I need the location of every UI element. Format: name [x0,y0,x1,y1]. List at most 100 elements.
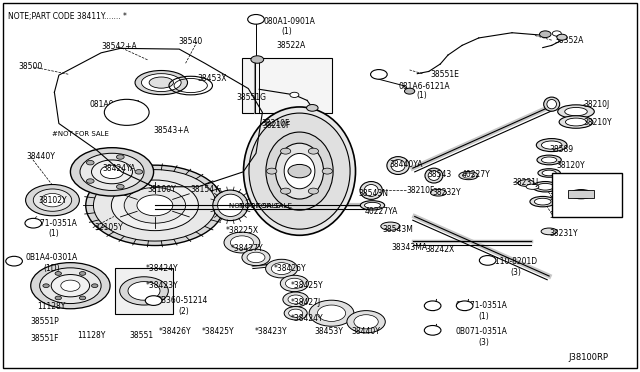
Ellipse shape [428,171,440,180]
Ellipse shape [543,97,559,111]
Circle shape [540,31,551,38]
Circle shape [283,292,308,307]
Ellipse shape [570,189,593,199]
Text: 38151Z: 38151Z [549,193,579,202]
Ellipse shape [538,169,561,177]
Text: B: B [12,259,16,264]
Circle shape [424,301,441,311]
Circle shape [116,185,124,189]
Text: 38551P: 38551P [31,317,60,326]
Ellipse shape [534,198,551,205]
Bar [552,173,622,217]
Text: 38424YA: 38424YA [102,164,136,173]
Text: *38225X: *38225X [225,226,259,235]
Text: *38423Y: *38423Y [146,281,179,290]
Text: B: B [431,328,435,333]
Ellipse shape [431,189,447,196]
Circle shape [479,256,496,265]
Text: *38425Y: *38425Y [202,327,234,336]
Circle shape [100,165,124,179]
Ellipse shape [284,153,315,189]
Circle shape [456,301,473,311]
Ellipse shape [360,201,385,210]
Circle shape [266,259,298,278]
Circle shape [93,170,216,241]
Circle shape [40,268,101,304]
Circle shape [124,187,186,223]
Bar [242,58,332,113]
Text: 081A6-6121A: 081A6-6121A [398,82,450,91]
Circle shape [26,185,79,216]
Circle shape [92,160,132,184]
Text: (1): (1) [282,27,292,36]
Text: 38231J: 38231J [512,178,538,187]
Ellipse shape [135,71,188,94]
Text: 38352A: 38352A [554,36,584,45]
Text: 40227Y: 40227Y [462,170,491,179]
Circle shape [308,148,319,154]
Ellipse shape [536,139,567,152]
Ellipse shape [360,182,383,199]
Text: B: B [125,110,129,115]
Circle shape [86,165,224,246]
Text: B: B [463,303,467,308]
Bar [568,190,594,198]
Ellipse shape [557,105,595,118]
Circle shape [288,295,303,304]
Text: *38426Y: *38426Y [159,327,191,336]
Text: *38423Y: *38423Y [255,327,287,336]
Text: 11128Y: 11128Y [77,331,105,340]
Circle shape [557,34,567,40]
Text: #NOT FOR SALE: #NOT FOR SALE [52,131,109,137]
Ellipse shape [141,74,181,92]
Text: *38425Y: *38425Y [291,281,324,290]
Text: 38551F: 38551F [31,334,60,343]
Ellipse shape [564,108,588,116]
Text: 38543N: 38543N [358,189,388,198]
Text: C8520M: C8520M [573,179,604,187]
Text: 38210F: 38210F [406,186,435,195]
Text: 38542+A: 38542+A [101,42,137,51]
Circle shape [92,284,98,288]
Ellipse shape [391,160,405,171]
Text: (1): (1) [479,312,490,321]
Circle shape [307,105,318,111]
Circle shape [111,180,198,231]
Text: 38551G: 38551G [237,93,267,102]
Circle shape [55,296,61,300]
Text: (1): (1) [416,92,427,100]
Text: B: B [486,258,490,263]
Text: 0B360-51214: 0B360-51214 [157,296,208,305]
Ellipse shape [275,143,324,199]
Text: (1D): (1D) [44,264,60,273]
Ellipse shape [574,191,588,197]
Ellipse shape [541,141,562,149]
Circle shape [322,168,332,174]
Text: 0B1A4-0301A: 0B1A4-0301A [26,253,78,262]
Ellipse shape [526,184,539,189]
Ellipse shape [212,190,248,221]
Text: *38427Y: *38427Y [230,244,263,253]
Circle shape [33,189,72,211]
Ellipse shape [244,107,356,235]
Circle shape [309,300,354,326]
Text: 38232Y: 38232Y [433,188,461,197]
Ellipse shape [547,100,557,109]
Circle shape [104,99,149,125]
Text: 38589: 38589 [549,145,573,154]
Circle shape [80,153,144,190]
Ellipse shape [532,182,558,192]
Text: *38427J: *38427J [291,298,321,307]
Text: 38210J: 38210J [584,100,610,109]
Ellipse shape [249,113,350,229]
Circle shape [79,296,86,300]
Text: 38440YA: 38440YA [389,160,422,169]
Text: 38231Y: 38231Y [549,229,578,238]
Circle shape [25,218,42,228]
Text: 38522A: 38522A [276,41,306,50]
Circle shape [120,277,168,305]
Circle shape [51,275,90,297]
Circle shape [271,263,292,275]
Text: R: R [377,72,381,77]
Ellipse shape [459,171,478,180]
